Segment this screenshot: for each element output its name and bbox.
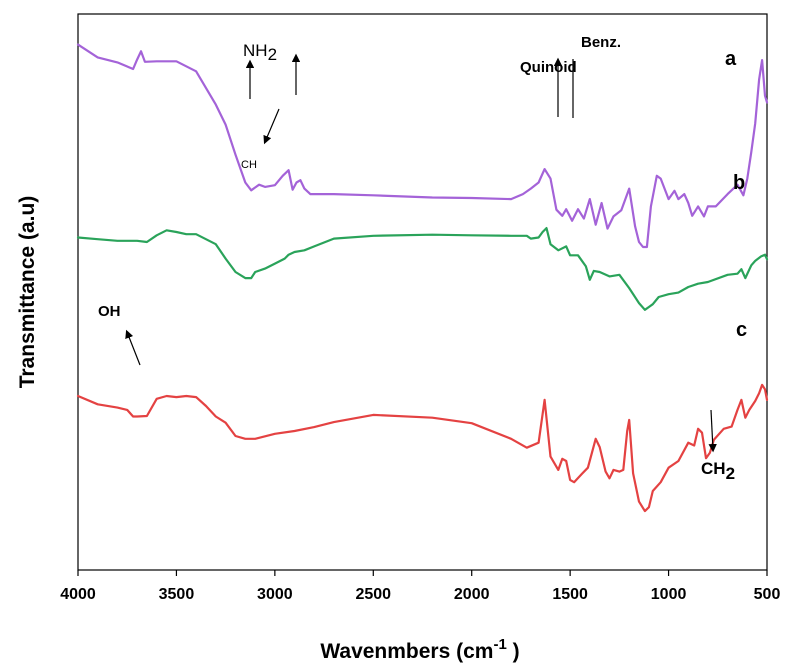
x-axis-title-superscript: -1	[493, 636, 506, 653]
annotation-oh: OH	[98, 303, 121, 320]
annotation-ch2: CH2	[701, 459, 735, 483]
x-tick-label: 500	[754, 586, 781, 603]
annotation-nh2: NH2	[243, 41, 277, 64]
series-line-a	[76, 43, 769, 249]
x-axis-title: Wavenmbers (cm-1 )	[320, 636, 519, 663]
curve-label-a: a	[725, 48, 737, 70]
x-tick-label: 4000	[60, 586, 96, 603]
x-axis-title-end: )	[507, 640, 520, 663]
annotation-nh2-main: NH	[243, 41, 268, 60]
arrow-oh	[125, 329, 141, 366]
annotation-nh2-subscript: 2	[268, 45, 277, 64]
x-tick-label: 1000	[651, 586, 687, 603]
annotation-ch: CH	[241, 159, 257, 171]
annotation-ch2-main: CH	[701, 459, 726, 478]
x-axis-title-main: Wavenmbers (cm	[320, 640, 493, 663]
series-line-b	[76, 227, 769, 311]
x-axis-ticks: 4000 3500 3000 2500 2000 1500 1000 500	[60, 570, 780, 603]
x-tick-label: 1500	[552, 586, 588, 603]
x-tick-label: 2500	[355, 586, 391, 603]
x-tick-label: 2000	[454, 586, 490, 603]
curve-label-c: c	[736, 319, 747, 341]
annotation-quinoid: Quinoid	[520, 59, 577, 76]
series-group	[76, 43, 769, 513]
x-tick-label: 3500	[159, 586, 195, 603]
series-line-c	[76, 383, 769, 513]
x-tick-label: 3000	[257, 586, 293, 603]
plot-frame	[77, 13, 768, 571]
curve-label-b: b	[733, 172, 745, 194]
arrow-ch	[263, 108, 280, 145]
y-axis-title: Transmittance (a.u)	[16, 196, 39, 389]
arrow-ch2	[708, 409, 717, 453]
annotation-ch2-subscript: 2	[726, 464, 735, 483]
annotation-benz: Benz.	[581, 34, 621, 51]
